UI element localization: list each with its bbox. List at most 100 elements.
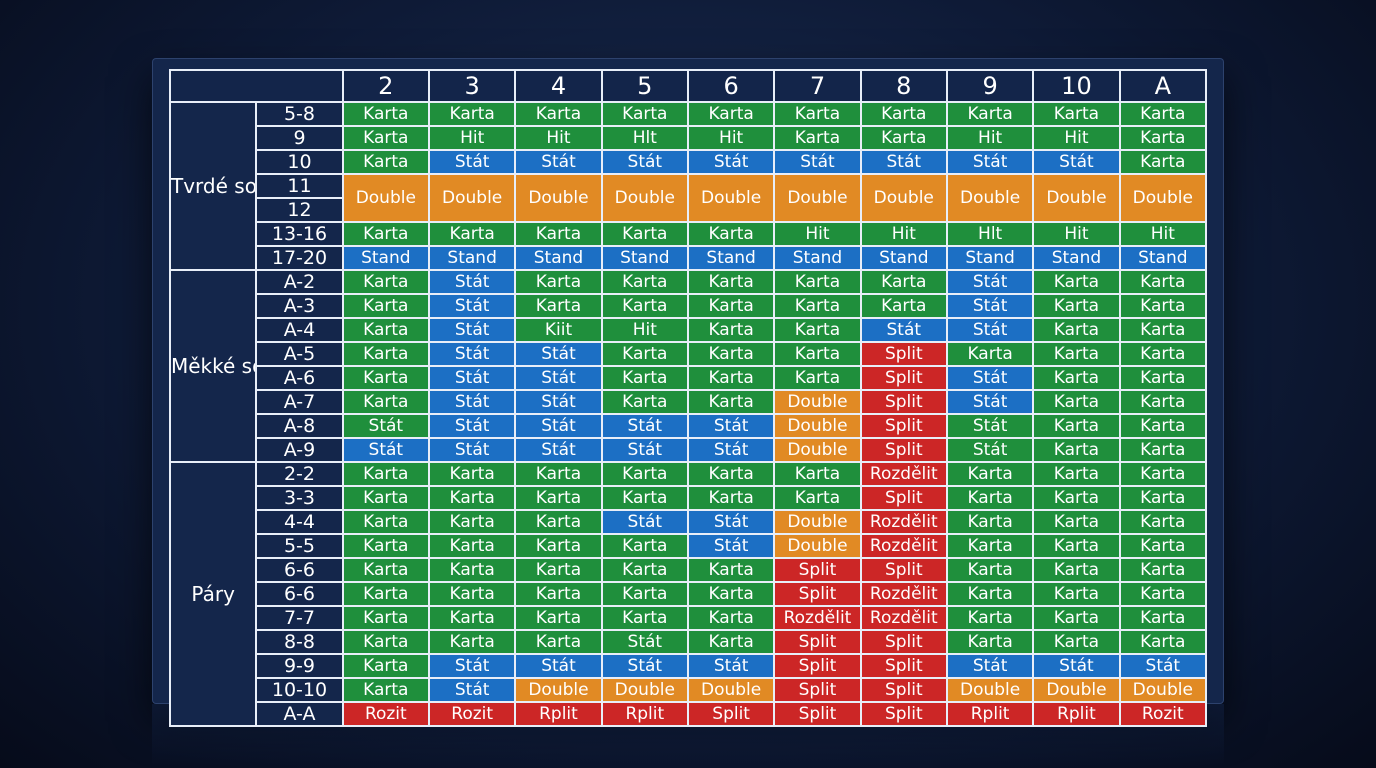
player-hand-label: 5-5 <box>255 533 344 559</box>
action-cell: Double <box>773 533 862 559</box>
action-cell: Stát <box>686 509 776 535</box>
action-cell: Stát <box>341 437 430 463</box>
action-cell: Karta <box>341 557 430 583</box>
dealer-header-row: 2 3 4 5 6 7 8 9 10 A <box>169 69 1208 103</box>
action-cell: Karta <box>427 221 517 247</box>
action-cell: Karta <box>600 557 689 583</box>
action-cell: Rplit <box>514 701 603 727</box>
action-cell: Karta <box>514 485 603 511</box>
table-row: 6-6 Karta Karta Karta Karta Karta Split Rozděli… <box>170 581 1208 607</box>
action-cell: Karta <box>514 293 603 319</box>
table-row: A-6 Karta Stát Stát Karta Karta Karta Split Stát… <box>170 365 1208 391</box>
action-cell: Karta <box>1118 365 1208 391</box>
action-cell: Split <box>773 557 862 583</box>
action-cell: Karta <box>1118 605 1208 631</box>
action-cell: Karta <box>341 509 430 535</box>
action-cell: Karta <box>1032 605 1121 631</box>
action-cell: Karta <box>686 101 776 127</box>
action-cell: Stát <box>514 653 603 679</box>
action-cell: Karta <box>1118 581 1208 607</box>
action-cell: Split <box>773 701 862 727</box>
action-cell: Karta <box>945 581 1035 607</box>
action-cell: Stát <box>945 365 1035 391</box>
action-cell: Karta <box>686 389 776 415</box>
action-cell: Karta <box>1118 533 1208 559</box>
action-cell: Hit <box>427 125 517 151</box>
action-cell: Stát <box>945 149 1035 175</box>
action-cell: Karta <box>341 269 430 295</box>
action-cell: Karta <box>1118 461 1208 487</box>
action-cell: Double <box>773 173 862 223</box>
action-cell: Karta <box>600 269 689 295</box>
action-cell: Double <box>686 677 776 703</box>
action-cell: Karta <box>341 461 430 487</box>
action-cell: Karta <box>686 221 776 247</box>
action-cell: Stát <box>1118 653 1208 679</box>
action-cell: Stát <box>427 413 517 439</box>
action-cell: Split <box>859 437 948 463</box>
action-cell: Karta <box>945 533 1035 559</box>
action-cell: Karta <box>1032 389 1121 415</box>
player-hand-label: A-A <box>255 701 344 727</box>
action-cell: Karta <box>427 533 517 559</box>
action-cell: Stát <box>600 509 689 535</box>
action-cell: Karta <box>859 101 948 127</box>
player-hand-label: A-5 <box>255 341 344 367</box>
action-cell: Karta <box>773 125 862 151</box>
dealer-card-header: 8 <box>859 69 948 103</box>
action-cell: Karta <box>1118 341 1208 367</box>
action-cell: Karta <box>341 365 430 391</box>
table-row: 7-7 Karta Karta Karta Karta Karta Rozdělit Rozd… <box>170 605 1208 631</box>
action-cell: Stand <box>427 245 517 271</box>
strategy-table: 2 3 4 5 6 7 8 9 10 A Tvrdé součty5-8Kart… <box>168 69 1208 727</box>
action-cell: Stát <box>945 389 1035 415</box>
action-cell: Stand <box>600 245 689 271</box>
action-cell: Stát <box>686 653 776 679</box>
action-cell: Hit <box>859 221 948 247</box>
action-cell: Double <box>1118 173 1208 223</box>
action-cell: Karta <box>686 461 776 487</box>
action-cell: Double <box>945 173 1035 223</box>
action-cell: Karta <box>341 581 430 607</box>
action-cell: Stát <box>945 413 1035 439</box>
action-cell: Split <box>859 629 948 655</box>
action-cell: Karta <box>945 485 1035 511</box>
action-cell: Karta <box>686 629 776 655</box>
action-cell: Karta <box>859 293 948 319</box>
action-cell: Karta <box>1118 149 1208 175</box>
table-row: Měkké součtyA-2KartaStátKartaKartaKartaK… <box>168 269 1208 463</box>
action-cell: Double <box>600 677 689 703</box>
table-row: 10-10 Karta Stát Double Double Double Split Spl… <box>170 677 1208 703</box>
action-cell: Karta <box>514 509 603 535</box>
table-row: A-5 Karta Stát Stát Karta Karta Karta Split Kart… <box>170 341 1208 367</box>
action-cell: Rozdělit <box>773 605 862 631</box>
table-row: A-A Rozit Rozit Rplit Rplit Split Split Split Rp… <box>170 701 1208 727</box>
action-cell: Karta <box>341 317 430 343</box>
player-hand-label: 9-9 <box>255 653 344 679</box>
action-cell: Karta <box>1032 581 1121 607</box>
action-cell: Stát <box>427 365 517 391</box>
action-cell: Karta <box>1118 293 1208 319</box>
action-cell: Karta <box>1032 437 1121 463</box>
action-cell: Double <box>514 677 603 703</box>
action-cell: Karta <box>945 509 1035 535</box>
action-cell: Rplit <box>1032 701 1121 727</box>
action-cell: Hit <box>1032 221 1121 247</box>
action-cell: Karta <box>341 293 430 319</box>
action-cell: Karta <box>1032 629 1121 655</box>
action-cell: Stát <box>600 653 689 679</box>
dealer-card-header: 5 <box>600 69 689 103</box>
dealer-card-header: 3 <box>427 69 517 103</box>
player-hand-label: A-9 <box>255 437 344 463</box>
action-cell: Karta <box>945 605 1035 631</box>
action-cell: Stand <box>945 245 1035 271</box>
dealer-card-header: 9 <box>945 69 1035 103</box>
table-row: 11 Double Double Double Double Double Double Do… <box>170 173 1208 223</box>
action-cell: Stát <box>514 413 603 439</box>
action-cell: Karta <box>686 485 776 511</box>
player-hand-label: 6-6 <box>255 557 344 583</box>
action-cell: Double <box>773 389 862 415</box>
action-cell: Karta <box>427 101 517 127</box>
action-cell: Karta <box>600 461 689 487</box>
action-cell: Rozdělit <box>859 461 948 487</box>
